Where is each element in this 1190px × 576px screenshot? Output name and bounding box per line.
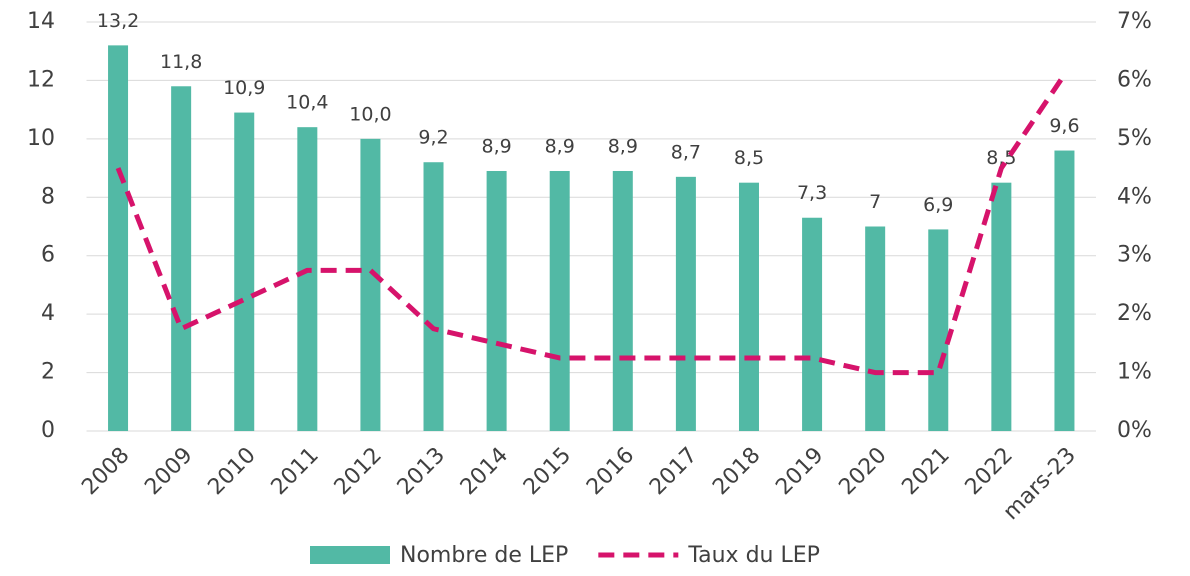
y-tick-label: 12 (27, 67, 55, 92)
data-label: 8,5 (734, 147, 764, 169)
x-tick-label: 2013 (393, 443, 450, 500)
line (115, 73, 1067, 376)
y2-tick-label: 0% (1117, 418, 1152, 443)
x-tick-label: 2019 (771, 443, 828, 500)
bar (612, 170, 633, 431)
data-label: 8,9 (608, 135, 638, 157)
bar (297, 127, 318, 432)
y2-tick-label: 1% (1117, 360, 1152, 385)
data-label: 9,2 (418, 127, 448, 149)
bar (108, 45, 129, 431)
x-tick-label: 2020 (834, 443, 891, 500)
y-tick-label: 2 (41, 360, 55, 385)
bar (423, 162, 444, 431)
x-tick-label: 2017 (645, 443, 702, 500)
legend-swatch (310, 546, 390, 564)
y-tick-label: 4 (41, 301, 55, 326)
y2-tick-label: 2% (1117, 301, 1152, 326)
y-tick-label: 10 (27, 126, 55, 151)
bar (360, 138, 381, 431)
data-label: 8,9 (545, 135, 575, 157)
y-tick-label: 14 (27, 9, 55, 34)
data-label: 7 (869, 191, 881, 213)
bar (486, 170, 507, 431)
data-label: 10,9 (223, 77, 265, 99)
y-tick-label: 0 (41, 418, 55, 443)
y-tick-label: 6 (41, 243, 55, 268)
x-tick-label: 2009 (140, 443, 197, 500)
data-label: 10,4 (286, 92, 328, 114)
bar (675, 176, 696, 431)
data-label: 6,9 (923, 194, 953, 216)
x-tick-label: 2021 (897, 443, 954, 500)
x-tick-label: 2008 (77, 443, 134, 500)
bar (928, 229, 949, 431)
x-tick-label: 2010 (203, 443, 260, 500)
bar (1054, 150, 1075, 432)
y2-tick-label: 6% (1117, 67, 1152, 92)
x-tick-label: 2022 (961, 443, 1018, 500)
legend-label: Nombre de LEP (400, 543, 568, 568)
data-label: 11,8 (160, 51, 202, 73)
y-tick-label: 8 (41, 184, 55, 209)
y2-tick-label: 4% (1117, 184, 1152, 209)
x-tick-label: 2015 (519, 443, 576, 500)
data-label: 9,6 (1049, 115, 1079, 137)
x-tick-label: 2018 (708, 443, 765, 500)
data-label: 8,9 (482, 135, 512, 157)
data-label: 7,3 (797, 182, 827, 204)
x-tick-label: 2012 (330, 443, 387, 500)
bar (234, 112, 255, 432)
y2-tick-label: 7% (1117, 9, 1152, 34)
y2-tick-label: 3% (1117, 243, 1152, 268)
bar (738, 182, 759, 431)
y2-tick-label: 5% (1117, 126, 1152, 151)
data-label: 10,0 (349, 103, 391, 125)
bar (991, 182, 1012, 431)
bar (802, 217, 823, 431)
bar (171, 86, 192, 432)
x-tick-label: 2011 (267, 443, 324, 500)
data-label: 13,2 (97, 10, 139, 32)
x-tick-label: 2014 (456, 443, 513, 500)
legend-label: Taux du LEP (687, 543, 820, 568)
bar (865, 226, 886, 431)
bar (549, 170, 570, 431)
data-label: 8,7 (671, 141, 701, 163)
x-tick-label: 2016 (582, 443, 639, 500)
